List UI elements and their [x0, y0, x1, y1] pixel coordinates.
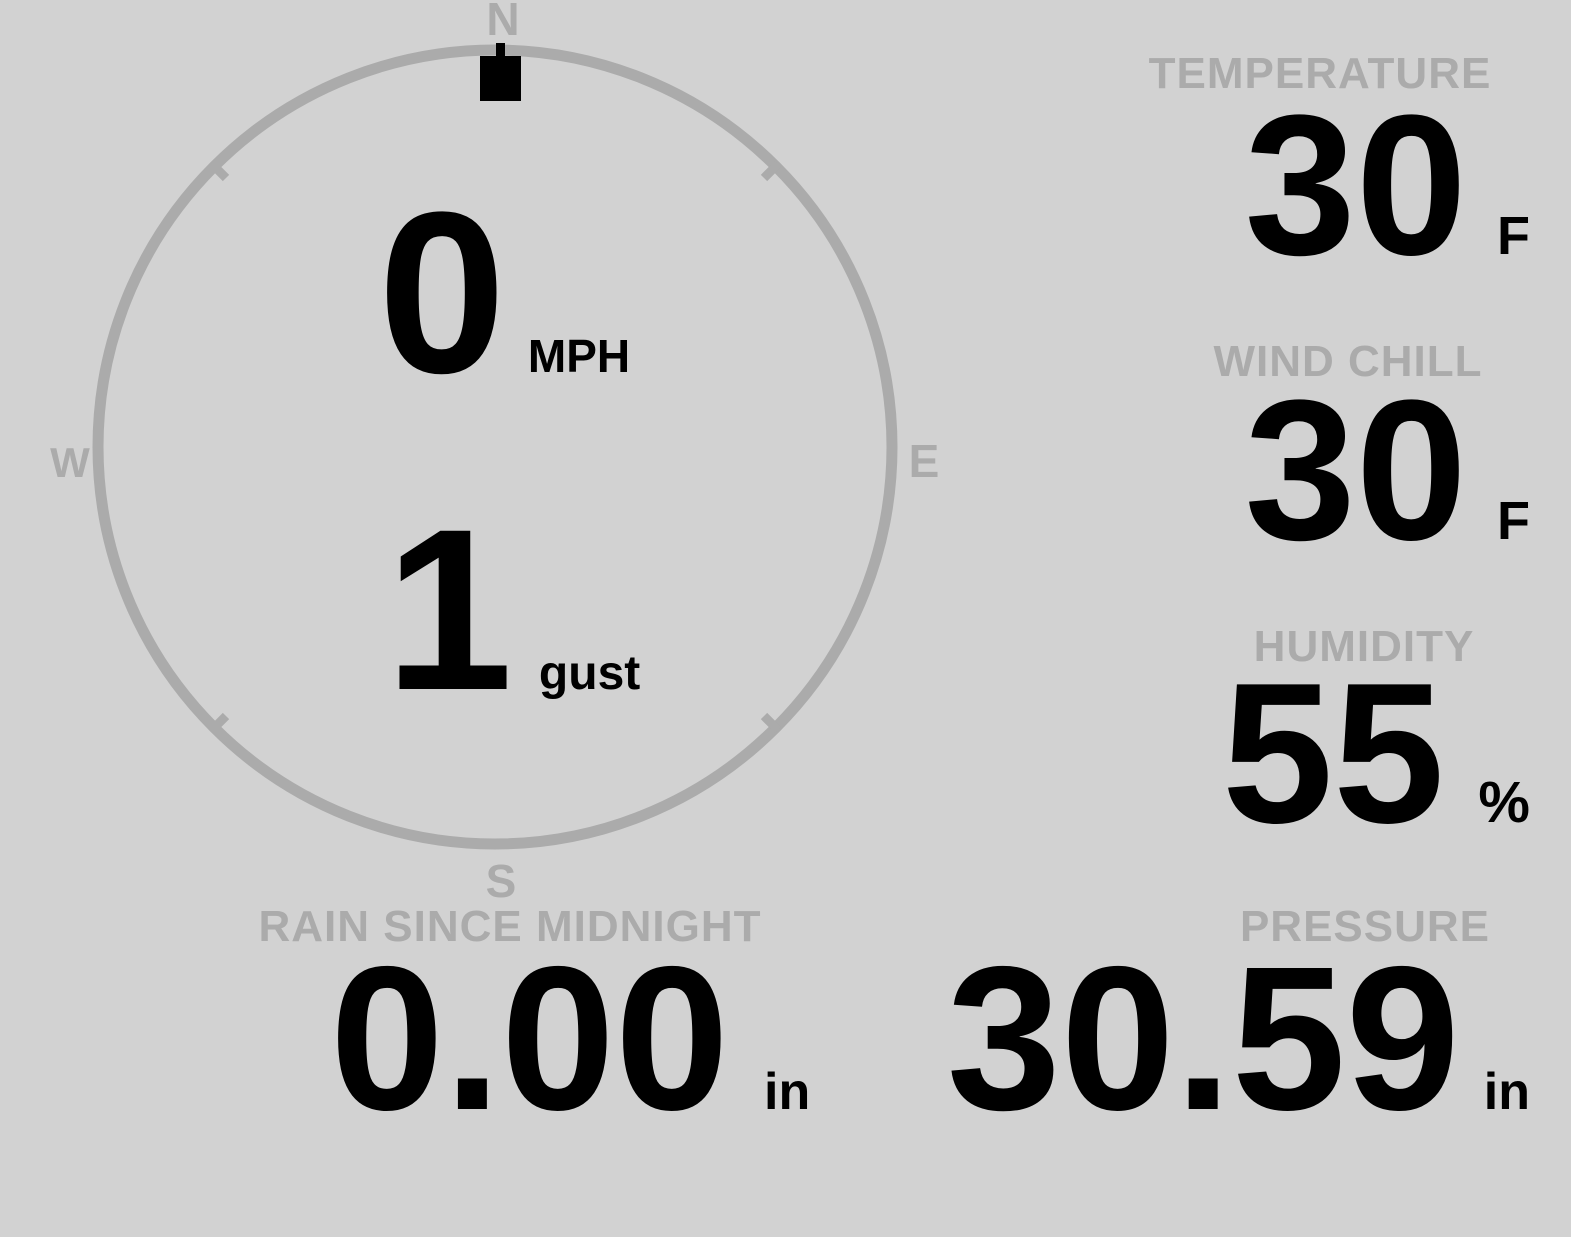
rain-since-midnight-value: 0.00	[330, 924, 729, 1153]
temperature-label: TEMPERATURE	[1148, 49, 1492, 98]
temperature-unit: F	[1497, 206, 1530, 266]
rain-since-midnight-readout: 0.00 in	[330, 936, 810, 1141]
wind-chill-label: WIND CHILL	[1213, 337, 1483, 386]
compass-label-west: W	[50, 439, 90, 486]
wind-gust-value: 1	[385, 481, 513, 738]
pressure-readout: 30.59 in	[947, 936, 1530, 1141]
wind-speed-value: 0	[378, 164, 506, 421]
humidity-readout: 55%	[1222, 654, 1530, 854]
rain-since-midnight-unit: in	[764, 1063, 811, 1121]
rain-since-midnight-label: RAIN SINCE MIDNIGHT	[258, 902, 762, 951]
north-tick-icon	[496, 43, 505, 58]
wind-speed-unit: MPH	[527, 330, 631, 382]
pressure-unit: in	[1483, 1063, 1530, 1121]
wind-chill-value: 30	[1244, 359, 1467, 582]
wind-gust-unit: gust	[538, 647, 641, 700]
wind-direction-marker-icon	[480, 56, 521, 101]
compass-label-north: N	[486, 0, 520, 45]
temperature-readout: 30 F	[1245, 86, 1530, 286]
compass-label-east: E	[908, 435, 940, 487]
pressure-label: PRESSURE	[1239, 902, 1491, 951]
humidity-value: 55	[1221, 642, 1445, 865]
pressure-value: 30.59	[946, 924, 1460, 1153]
wind-chill-unit: F	[1497, 491, 1530, 551]
wind-gust-readout: 1 gust	[385, 495, 640, 725]
humidity-label: HUMIDITY	[1253, 622, 1475, 671]
compass-label-south: S	[485, 855, 517, 907]
wind-speed-readout: 0 MPH	[378, 178, 630, 408]
wind-chill-readout: 30 F	[1245, 371, 1530, 571]
temperature-value: 30	[1244, 74, 1467, 297]
humidity-unit: %	[1478, 770, 1530, 835]
